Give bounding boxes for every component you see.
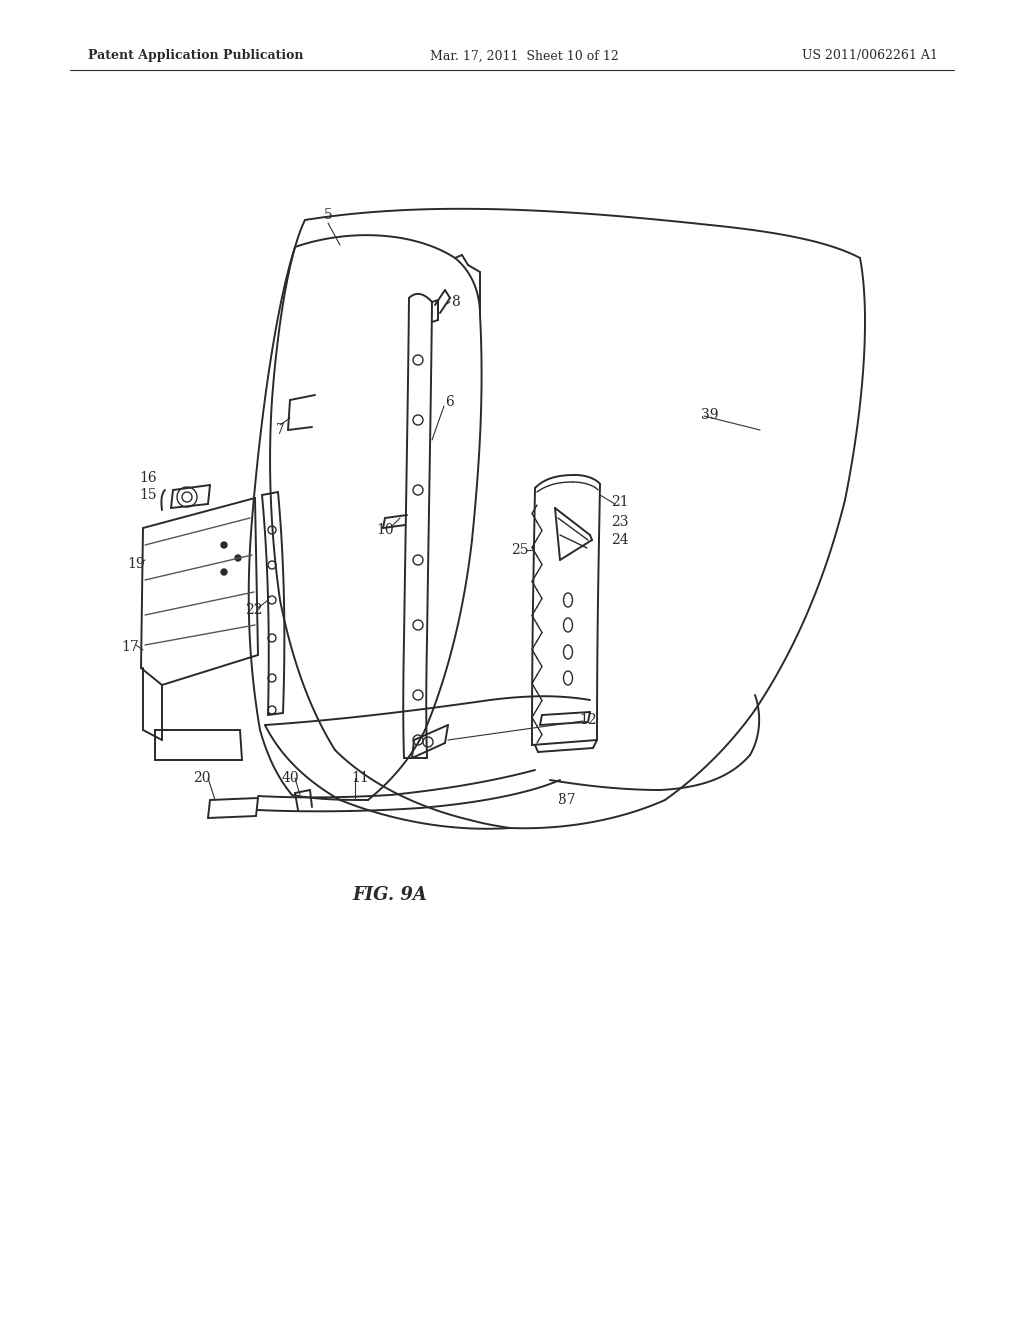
Text: 6: 6 (445, 395, 455, 409)
Text: FIG. 9A: FIG. 9A (352, 886, 427, 904)
Text: 20: 20 (194, 771, 211, 785)
Text: 11: 11 (351, 771, 369, 785)
Text: 16: 16 (139, 471, 157, 484)
Text: Mar. 17, 2011  Sheet 10 of 12: Mar. 17, 2011 Sheet 10 of 12 (430, 49, 618, 62)
Text: 25: 25 (511, 543, 528, 557)
Text: Patent Application Publication: Patent Application Publication (88, 49, 303, 62)
Circle shape (221, 569, 227, 576)
Text: 39: 39 (701, 408, 719, 422)
Text: 7: 7 (275, 422, 285, 437)
Text: US 2011/0062261 A1: US 2011/0062261 A1 (802, 49, 938, 62)
Text: 17: 17 (121, 640, 139, 653)
Text: 24: 24 (611, 533, 629, 546)
Text: 37: 37 (558, 793, 575, 807)
Text: 15: 15 (139, 488, 157, 502)
Text: 23: 23 (611, 515, 629, 529)
Text: 5: 5 (324, 209, 333, 222)
Text: 10: 10 (376, 523, 394, 537)
Circle shape (221, 543, 227, 548)
Text: 21: 21 (611, 495, 629, 510)
Text: 19: 19 (127, 557, 144, 572)
Text: 40: 40 (282, 771, 299, 785)
Text: 12: 12 (580, 713, 597, 727)
Text: 8: 8 (452, 294, 461, 309)
Circle shape (234, 554, 241, 561)
Text: 22: 22 (246, 603, 263, 616)
